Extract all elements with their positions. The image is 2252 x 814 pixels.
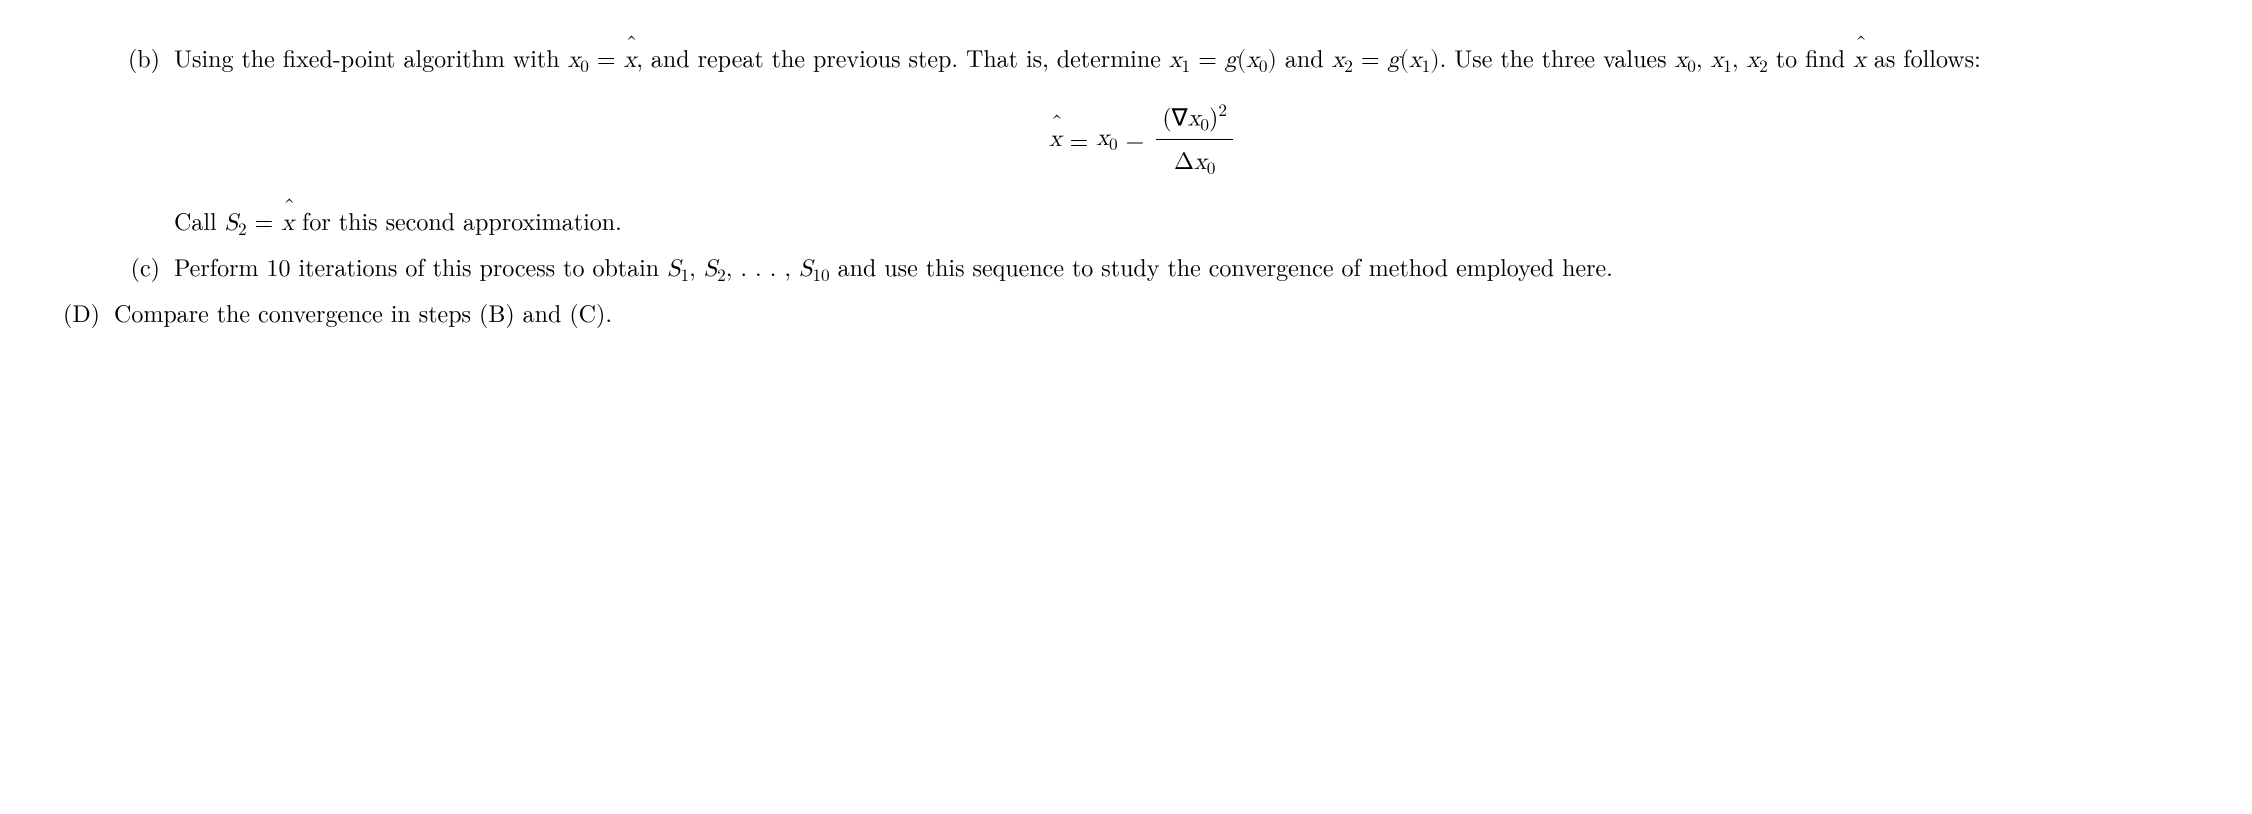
item-body-c: Perform 10 iterations of this process to… xyxy=(174,249,2112,289)
text: Using the fixed-point algorithm with xyxy=(174,40,568,74)
text: as follows: xyxy=(1874,40,1981,74)
text: and xyxy=(1285,40,1332,74)
list-item-b: (b) Using the fixed-point algorithm with… xyxy=(100,40,2112,243)
math-g-x1: g(x1) xyxy=(1388,48,1440,72)
display-formula: x = x0 − (∇x0)2 Δx0 xyxy=(174,98,2112,181)
text: and use this sequence to study the conve… xyxy=(838,249,1613,283)
item-body-D: Compare the convergence in steps (B) and… xyxy=(114,295,2112,330)
eq-op: = xyxy=(597,40,624,74)
numerator: (∇x0)2 xyxy=(1156,98,1233,140)
math-S-list: S1, S2, . . . , S10 xyxy=(667,257,829,281)
text: . Use the three values xyxy=(1440,40,1675,74)
math-xhat: x xyxy=(281,206,294,241)
minus-op: − xyxy=(1126,122,1153,156)
text-call: Call S2 = x for this second approximatio… xyxy=(174,203,2112,243)
math-x0: x0 xyxy=(568,48,589,72)
math-x0: x0 xyxy=(1096,126,1117,150)
math-x2: x2 xyxy=(1332,48,1353,72)
text: , and repeat the previous step. That is,… xyxy=(636,40,1169,74)
item-label-c: (c) xyxy=(100,249,174,289)
denominator: Δx0 xyxy=(1156,140,1233,181)
math-xhat: x xyxy=(1049,122,1062,157)
eq-op: = xyxy=(1361,40,1388,74)
text: Compare the convergence in steps (B) and… xyxy=(114,295,612,329)
eq-op: = xyxy=(1198,40,1225,74)
math-x1: x1 xyxy=(1169,48,1190,72)
list-item-D: (D) Compare the convergence in steps (B)… xyxy=(40,295,2112,330)
list-item-c: (c) Perform 10 iterations of this proces… xyxy=(100,249,2112,289)
fraction: (∇x0)2 Δx0 xyxy=(1156,98,1233,181)
math-xhat: x xyxy=(624,43,637,78)
math-S2: S2 xyxy=(225,211,247,235)
text: to find xyxy=(1776,40,1853,74)
eq-op: = xyxy=(1070,122,1097,156)
item-label-b: (b) xyxy=(100,40,174,243)
item-label-D: (D) xyxy=(40,295,114,330)
text: Perform 10 iterations of this process to… xyxy=(174,249,667,283)
math-g-x0: g(x0) xyxy=(1225,48,1277,72)
math-x-list: x0, x1, x2 xyxy=(1675,48,1768,72)
math-xhat: x xyxy=(1853,43,1866,78)
item-body-b: Using the fixed-point algorithm with x0 … xyxy=(174,40,2112,243)
